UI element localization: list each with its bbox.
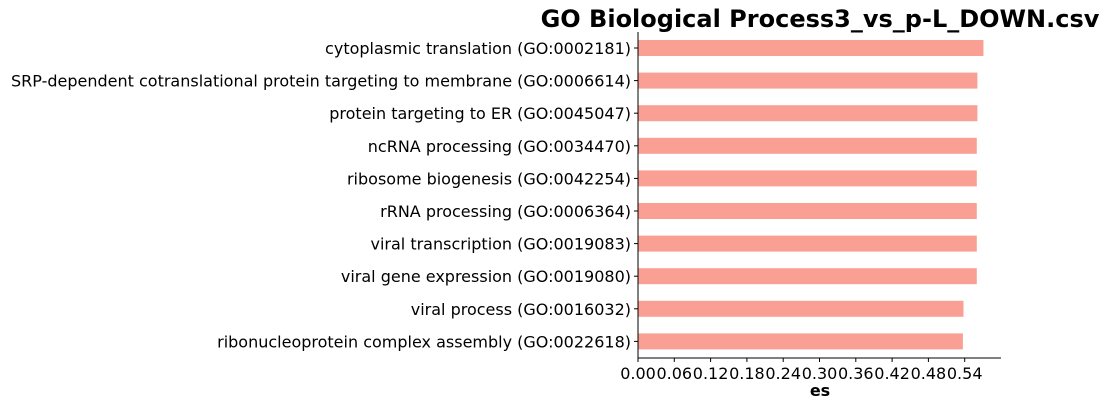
bar (638, 203, 977, 219)
bar (638, 170, 977, 187)
bar (638, 268, 977, 285)
category-label: cytoplasmic translation (GO:0002181) (325, 39, 631, 58)
x-tick-label: 0.42 (874, 364, 910, 383)
x-tick-label: 0.12 (693, 364, 729, 383)
bar (638, 72, 978, 89)
bar (638, 300, 964, 317)
category-label: viral transcription (GO:0019083) (370, 235, 631, 254)
category-label: ribonucleoprotein complex assembly (GO:0… (217, 332, 631, 351)
x-tick-label: 0.30 (802, 364, 838, 383)
category-label: ncRNA processing (GO:0034470) (368, 137, 631, 156)
x-tick-label: 0.00 (620, 364, 656, 383)
category-label: rRNA processing (GO:0006364) (380, 202, 631, 221)
category-labels: cytoplasmic translation (GO:0002181) SRP-… (11, 39, 638, 351)
bars-group (638, 40, 984, 350)
x-tick-label: 0.06 (656, 364, 692, 383)
category-label: viral gene expression (GO:0019080) (341, 267, 631, 286)
x-tick-label: 0.54 (947, 364, 983, 383)
x-tick-label: 0.36 (838, 364, 874, 383)
x-axis-ticks: 0.00 0.06 0.12 0.18 0.24 0.30 0.36 0.42 0.48 0.54 (620, 358, 983, 383)
chart-title: GO Biological Process3_vs_p-L_DOWN.csv (541, 5, 1100, 33)
x-axis-label: es (810, 381, 830, 400)
category-label: protein targeting to ER (GO:0045047) (329, 104, 631, 123)
bar (638, 105, 978, 122)
bar (638, 40, 984, 56)
x-tick-label: 0.48 (911, 364, 947, 383)
category-label: SRP-dependent cotranslational protein ta… (11, 72, 631, 91)
category-label: ribosome biogenesis (GO:0042254) (347, 169, 631, 188)
bar (638, 235, 977, 252)
x-tick-label: 0.18 (729, 364, 765, 383)
bar (638, 333, 963, 350)
x-tick-label: 0.24 (765, 364, 801, 383)
bar (638, 137, 977, 154)
category-label: viral process (GO:0016032) (411, 300, 631, 319)
